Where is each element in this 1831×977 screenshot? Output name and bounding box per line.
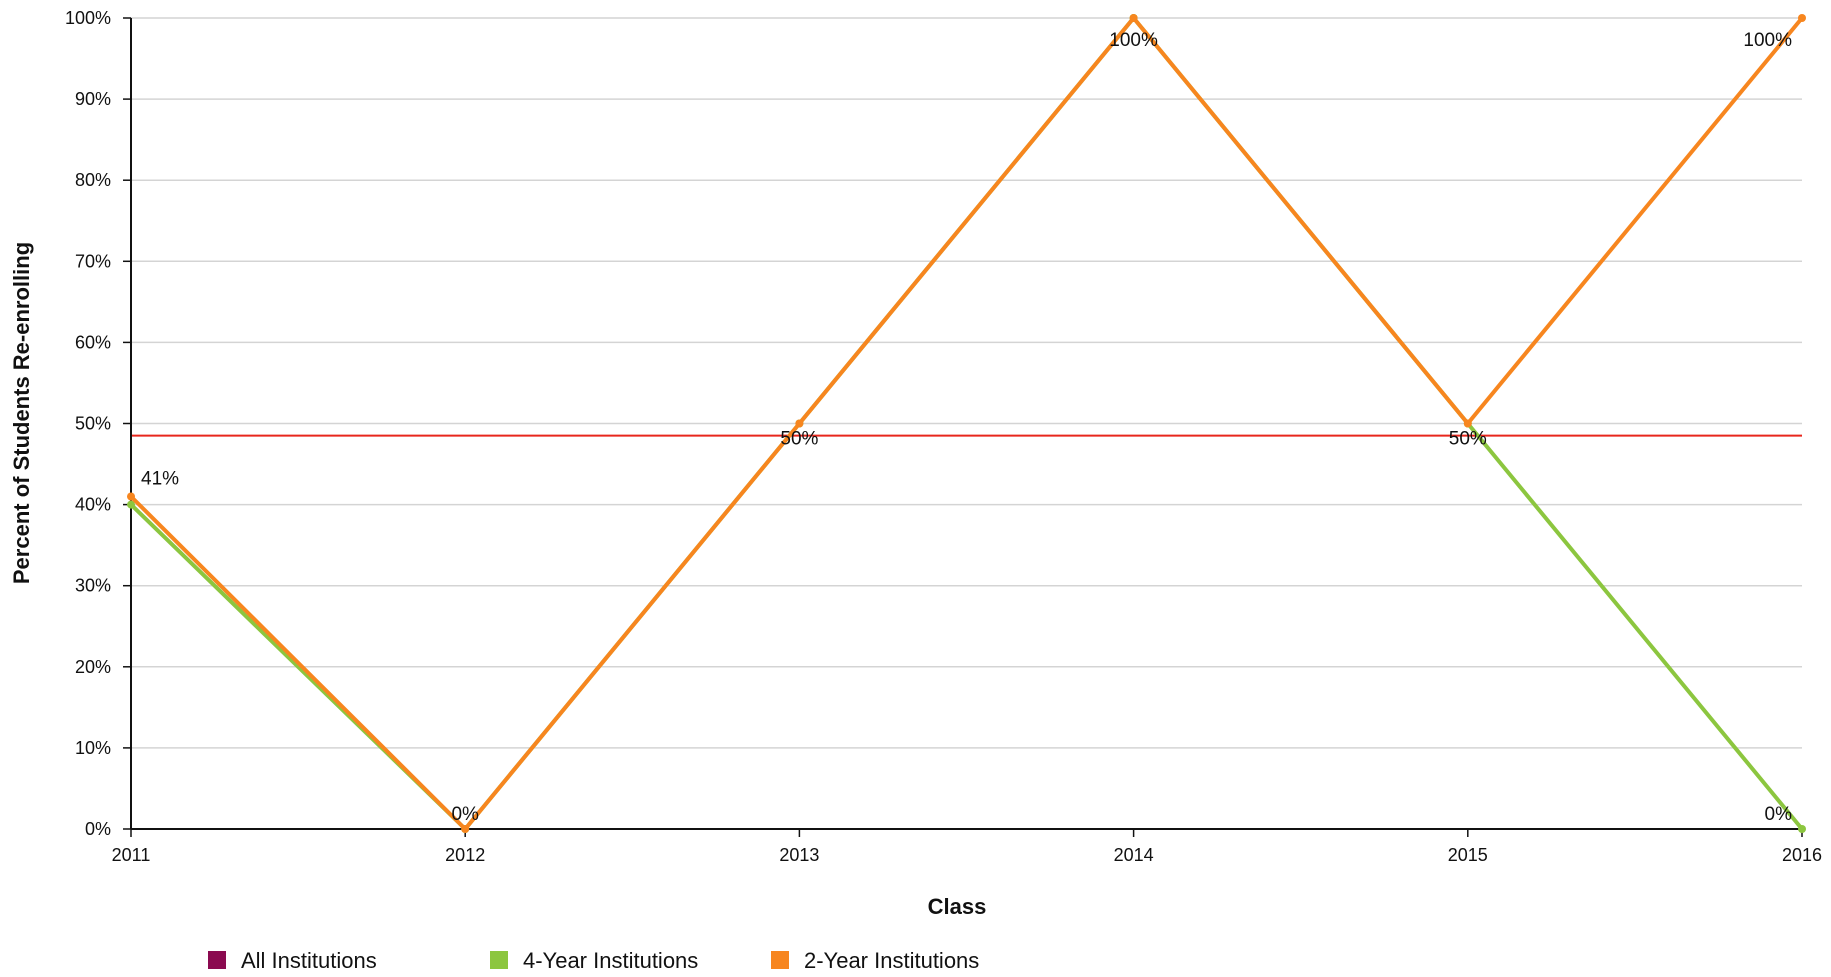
legend-label: 4-Year Institutions xyxy=(523,948,698,973)
legend-label: All Institutions xyxy=(241,948,377,973)
data-label: 0% xyxy=(1765,804,1793,825)
y-tick-label: 70% xyxy=(75,251,111,271)
data-labels: 41% 0% 50% 100% 50% 100% 0% xyxy=(141,30,1792,825)
x-axis-title: Class xyxy=(928,894,987,919)
data-label: 50% xyxy=(1449,429,1487,450)
data-label: 0% xyxy=(451,804,479,825)
legend-swatch xyxy=(771,951,789,969)
legend-swatch xyxy=(208,951,226,969)
y-tick-label: 60% xyxy=(75,332,111,352)
x-tick-label: 2015 xyxy=(1448,845,1488,865)
data-label: 41% xyxy=(141,468,179,489)
y-tick-label: 80% xyxy=(75,170,111,190)
data-point-2-year-institutions xyxy=(1798,14,1806,22)
y-tick-label: 20% xyxy=(75,657,111,677)
data-point-2-year-institutions xyxy=(461,825,470,833)
y-tick-label: 100% xyxy=(65,8,111,28)
data-label: 100% xyxy=(1743,30,1792,51)
data-point-2-year-institutions xyxy=(795,419,804,428)
data-point-4-year-institutions xyxy=(1798,825,1806,833)
y-tick-label: 10% xyxy=(75,738,111,758)
data-label: 50% xyxy=(780,429,818,450)
data-point-2-year-institutions xyxy=(1463,419,1472,428)
y-tick-label: 40% xyxy=(75,495,111,515)
series-lines xyxy=(127,14,1806,833)
x-tick-label: 2013 xyxy=(779,845,819,865)
y-tick-label: 30% xyxy=(75,576,111,596)
axes xyxy=(123,17,1803,837)
legend-swatch xyxy=(490,951,508,969)
y-axis-title: Percent of Students Re-enrolling xyxy=(9,242,34,584)
y-tick-label: 0% xyxy=(85,819,111,839)
data-point-2-year-institutions xyxy=(127,492,135,501)
x-tick-label: 2012 xyxy=(445,845,485,865)
y-tick-label: 50% xyxy=(75,414,111,434)
x-tick-label: 2011 xyxy=(112,845,151,865)
data-point-2-year-institutions xyxy=(1129,14,1138,22)
legend-label: 2-Year Institutions xyxy=(804,948,979,973)
data-point-4-year-institutions xyxy=(127,500,135,509)
x-tick-label: 2016 xyxy=(1782,845,1822,865)
data-label: 100% xyxy=(1109,30,1158,51)
legend: All Institutions 4-Year Institutions 2-Yea… xyxy=(208,948,979,973)
y-tick-labels: 0% 10% 20% 30% 40% 50% 60% 70% 80% 90% 100% xyxy=(65,8,111,839)
x-tick-labels: 2011 2012 2013 2014 2015 2016 xyxy=(112,845,1822,865)
x-tick-label: 2014 xyxy=(1114,845,1154,865)
series-line-2-year-institutions xyxy=(129,16,1804,831)
gridlines xyxy=(131,17,1802,749)
y-tick-label: 90% xyxy=(75,89,111,109)
